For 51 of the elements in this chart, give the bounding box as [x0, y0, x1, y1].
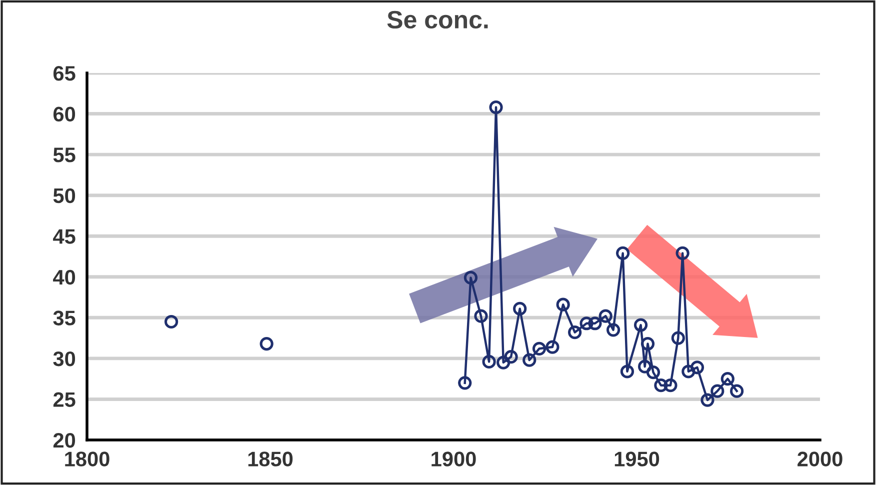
- point: [588, 316, 602, 330]
- point: [664, 378, 678, 392]
- point: [598, 309, 612, 323]
- point: [682, 364, 696, 378]
- point: [489, 100, 503, 114]
- x-tick-label: 1850: [248, 452, 293, 466]
- y-tick-label: 50: [53, 188, 76, 204]
- point: [720, 372, 734, 386]
- y-tick-label: 20: [53, 433, 76, 448]
- y-tick-label: 30: [53, 351, 76, 366]
- point: [532, 342, 546, 356]
- point: [464, 270, 478, 285]
- point: [474, 309, 488, 323]
- point: [640, 336, 655, 351]
- point: [260, 336, 274, 351]
- point: [654, 378, 668, 392]
- y-tick-label: 55: [53, 148, 76, 162]
- y-tick-label: 35: [53, 310, 76, 326]
- point: [646, 366, 660, 380]
- point: [546, 340, 560, 354]
- y-tick-label: 40: [53, 270, 76, 285]
- point: [606, 323, 620, 337]
- point: [671, 331, 685, 345]
- y-tick-label: 60: [53, 106, 76, 122]
- y-tick-label: 25: [53, 392, 76, 407]
- point: [730, 384, 744, 398]
- point: [496, 356, 510, 370]
- x-tick-label: 1900: [432, 452, 476, 466]
- point: [700, 393, 714, 407]
- point: [620, 364, 634, 378]
- point: [616, 246, 630, 260]
- y-tick-label: 45: [53, 229, 76, 244]
- x-tick-label: 1800: [65, 452, 110, 466]
- y-tick-label: 65: [53, 66, 76, 81]
- x-tick-label: 2000: [798, 452, 842, 466]
- point: [482, 354, 496, 369]
- point: [164, 314, 178, 329]
- point: [504, 350, 518, 364]
- point: [513, 302, 527, 316]
- point: [522, 353, 536, 367]
- point: [556, 298, 570, 312]
- chart-title: Se conc.: [387, 10, 488, 29]
- x-tick-label: 1950: [614, 452, 660, 466]
- point: [690, 360, 704, 374]
- point: [458, 376, 472, 390]
- point: [634, 318, 648, 332]
- point: [676, 246, 690, 260]
- point: [710, 384, 724, 398]
- point: [580, 316, 594, 330]
- point: [638, 360, 652, 374]
- point: [568, 326, 582, 340]
